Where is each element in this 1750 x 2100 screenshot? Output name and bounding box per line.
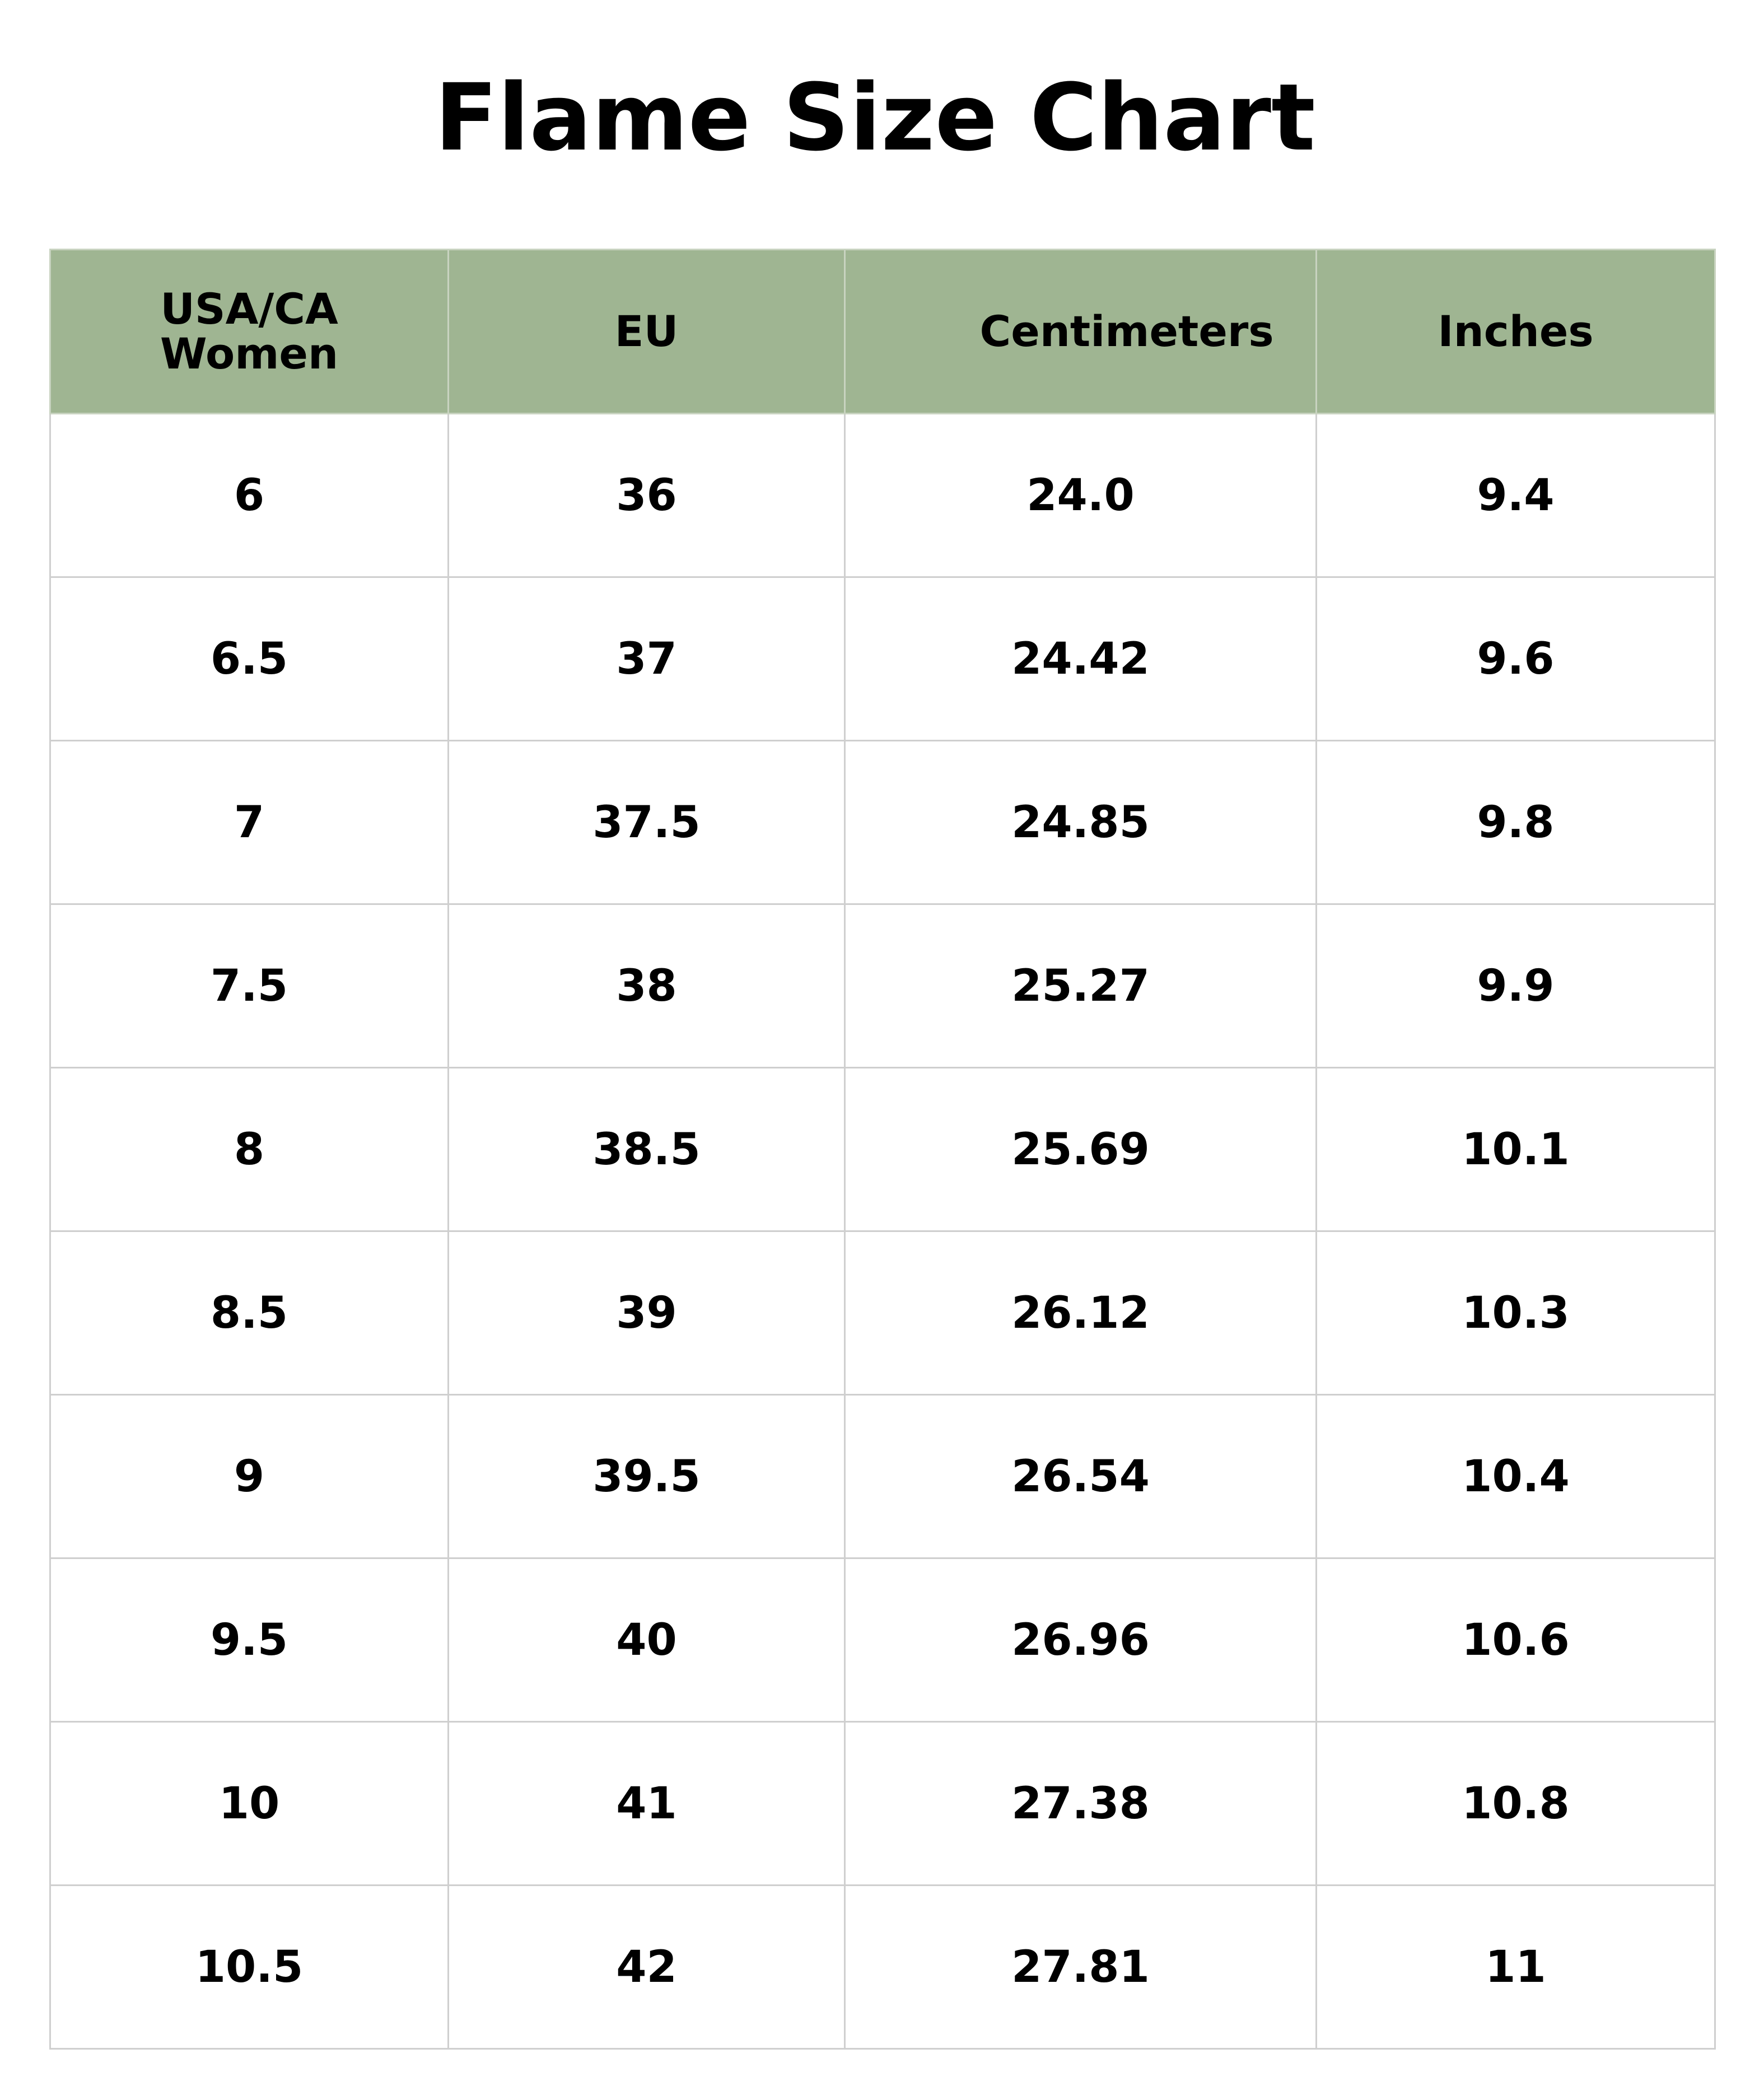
table-cell: 7 bbox=[49, 740, 449, 905]
table-cell: 6 bbox=[49, 413, 449, 578]
table-cell: 41 bbox=[447, 1721, 846, 1886]
table-row: 8 38.5 25.69 10.1 bbox=[49, 1067, 1716, 1232]
table-body: 6 36 24.0 9.4 6.5 37 24.42 9.6 7 37.5 24.85 9.8 7.5 3… bbox=[49, 413, 1716, 2050]
table-row: 7 37.5 24.85 9.8 bbox=[49, 740, 1716, 905]
table-cell: 37 bbox=[447, 576, 846, 741]
table-cell: 24.85 bbox=[844, 740, 1317, 905]
table-cell: 38 bbox=[447, 903, 846, 1068]
table-cell: 11 bbox=[1315, 1884, 1716, 2050]
table-row: 6 36 24.0 9.4 bbox=[49, 413, 1716, 578]
table-row: 7.5 38 25.27 9.9 bbox=[49, 903, 1716, 1068]
header-text: Centimeters bbox=[979, 306, 1274, 356]
header-text: EU bbox=[614, 306, 679, 356]
table-row: 9 39.5 26.54 10.4 bbox=[49, 1394, 1716, 1559]
table-cell: 10.6 bbox=[1315, 1557, 1716, 1723]
table-cell: 10.3 bbox=[1315, 1230, 1716, 1396]
table-cell: 9.9 bbox=[1315, 903, 1716, 1068]
table-cell: 37.5 bbox=[447, 740, 846, 905]
table-cell: 10.8 bbox=[1315, 1721, 1716, 1886]
table-cell: 25.27 bbox=[844, 903, 1317, 1068]
table-cell: 10.5 bbox=[49, 1884, 449, 2050]
table-row: 9.5 40 26.96 10.6 bbox=[49, 1557, 1716, 1723]
table-cell: 25.69 bbox=[844, 1067, 1317, 1232]
table-row: 6.5 37 24.42 9.6 bbox=[49, 576, 1716, 741]
table-cell: 26.12 bbox=[844, 1230, 1317, 1396]
header-cell: EU bbox=[447, 249, 846, 414]
table-cell: 39 bbox=[447, 1230, 846, 1396]
table-cell: 9 bbox=[49, 1394, 449, 1559]
table-cell: 24.42 bbox=[844, 576, 1317, 741]
table-cell: 8 bbox=[49, 1067, 449, 1232]
table-cell: 38.5 bbox=[447, 1067, 846, 1232]
size-table: USA/CA Women EU Centimeters Inches 6 36 24.0 9… bbox=[49, 249, 1716, 2050]
table-cell: 10.1 bbox=[1315, 1067, 1716, 1232]
header-text: Inches bbox=[1438, 306, 1594, 356]
header-cell: Centimeters bbox=[844, 249, 1317, 414]
table-cell: 26.96 bbox=[844, 1557, 1317, 1723]
table-cell: 9.5 bbox=[49, 1557, 449, 1723]
table-cell: 27.38 bbox=[844, 1721, 1317, 1886]
table-cell: 27.81 bbox=[844, 1884, 1317, 2050]
table-cell: 9.8 bbox=[1315, 740, 1716, 905]
table-cell: 40 bbox=[447, 1557, 846, 1723]
table-cell: 39.5 bbox=[447, 1394, 846, 1559]
table-cell: 42 bbox=[447, 1884, 846, 2050]
table-cell: 24.0 bbox=[844, 413, 1317, 578]
table-row: 8.5 39 26.12 10.3 bbox=[49, 1230, 1716, 1396]
header-cell: USA/CA Women bbox=[49, 249, 449, 414]
header-row: USA/CA Women EU Centimeters Inches bbox=[49, 249, 1716, 414]
table-row: 10.5 42 27.81 11 bbox=[49, 1884, 1716, 2050]
table-cell: 9.4 bbox=[1315, 413, 1716, 578]
table-cell: 36 bbox=[447, 413, 846, 578]
table-cell: 26.54 bbox=[844, 1394, 1317, 1559]
title: Flame Size Chart bbox=[435, 64, 1315, 171]
table-row: 10 41 27.38 10.8 bbox=[49, 1721, 1716, 1886]
table-cell: 7.5 bbox=[49, 903, 449, 1068]
header-text: USA/CA Women bbox=[160, 284, 339, 379]
table-cell: 10.4 bbox=[1315, 1394, 1716, 1559]
table-cell: 6.5 bbox=[49, 576, 449, 741]
table-cell: 9.6 bbox=[1315, 576, 1716, 741]
table-cell: 10 bbox=[49, 1721, 449, 1886]
header-cell: Inches bbox=[1315, 249, 1716, 414]
table-cell: 8.5 bbox=[49, 1230, 449, 1396]
